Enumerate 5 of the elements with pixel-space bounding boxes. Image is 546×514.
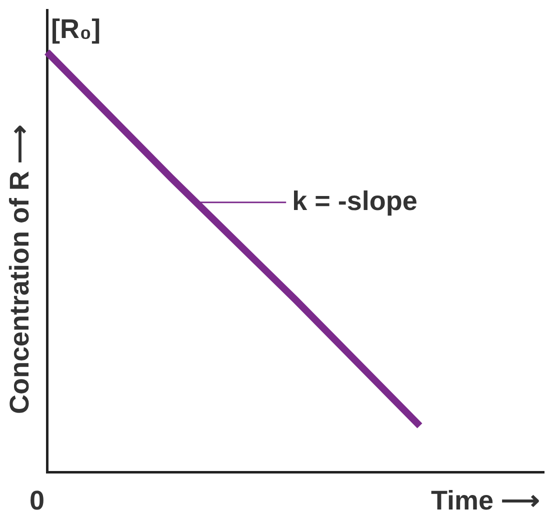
annotation: k = -slope — [292, 186, 418, 216]
text: 0 — [29, 485, 45, 514]
y-axis-title: Concentration of R ⟶ — [4, 124, 34, 414]
x-axis-title: Time ⟶ — [430, 485, 540, 514]
text: [R₀] — [51, 14, 101, 44]
